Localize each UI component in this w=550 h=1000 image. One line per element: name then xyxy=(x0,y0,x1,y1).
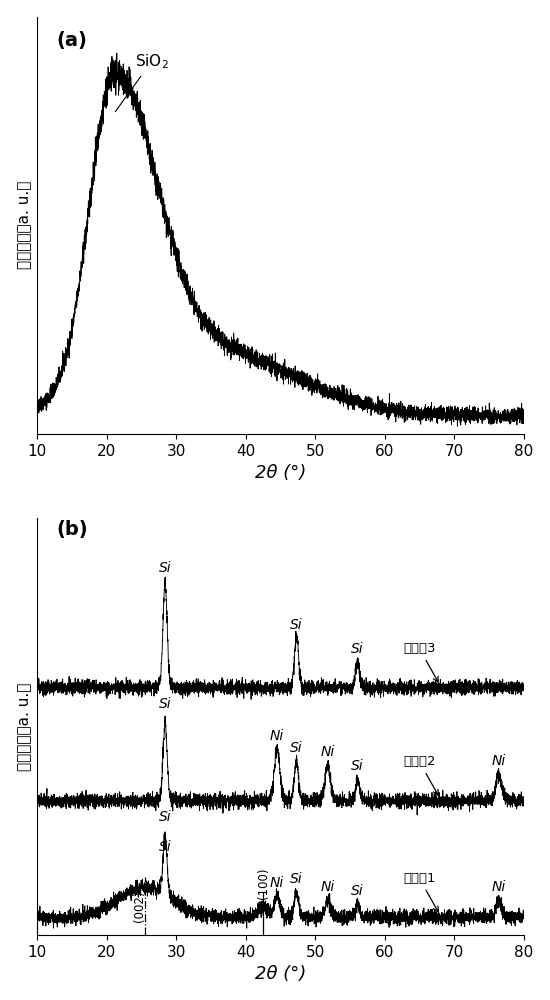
Text: Si: Si xyxy=(159,561,172,575)
Text: (100): (100) xyxy=(257,867,270,899)
Text: Si: Si xyxy=(351,642,364,656)
Text: Si: Si xyxy=(159,810,172,824)
Text: Ni: Ni xyxy=(492,754,506,768)
Text: (002): (002) xyxy=(133,891,146,922)
Text: SiO$_2$: SiO$_2$ xyxy=(116,52,168,112)
Y-axis label: 相对强度（a. u.）: 相对强度（a. u.） xyxy=(16,181,32,269)
Text: Si: Si xyxy=(351,759,364,773)
Text: 对比例2: 对比例2 xyxy=(403,755,438,795)
Text: 实施例1: 实施例1 xyxy=(403,872,438,912)
Text: Ni: Ni xyxy=(321,880,335,894)
Text: 对比例3: 对比例3 xyxy=(403,642,438,682)
Text: Si: Si xyxy=(159,697,172,711)
Text: Ni: Ni xyxy=(321,745,335,759)
Text: (b): (b) xyxy=(57,520,89,539)
Text: Ni: Ni xyxy=(492,880,506,894)
Text: Si: Si xyxy=(159,840,172,854)
Text: Si: Si xyxy=(290,872,303,886)
Text: Ni: Ni xyxy=(270,876,284,890)
X-axis label: 2θ (°): 2θ (°) xyxy=(255,464,306,482)
Y-axis label: 相对强度（a. u.）: 相对强度（a. u.） xyxy=(16,682,32,771)
Text: Si: Si xyxy=(290,741,303,755)
Text: Si: Si xyxy=(351,884,364,898)
Text: (a): (a) xyxy=(57,31,87,50)
X-axis label: 2θ (°): 2θ (°) xyxy=(255,965,306,983)
Text: Ni: Ni xyxy=(270,729,284,743)
Text: Si: Si xyxy=(290,618,303,632)
